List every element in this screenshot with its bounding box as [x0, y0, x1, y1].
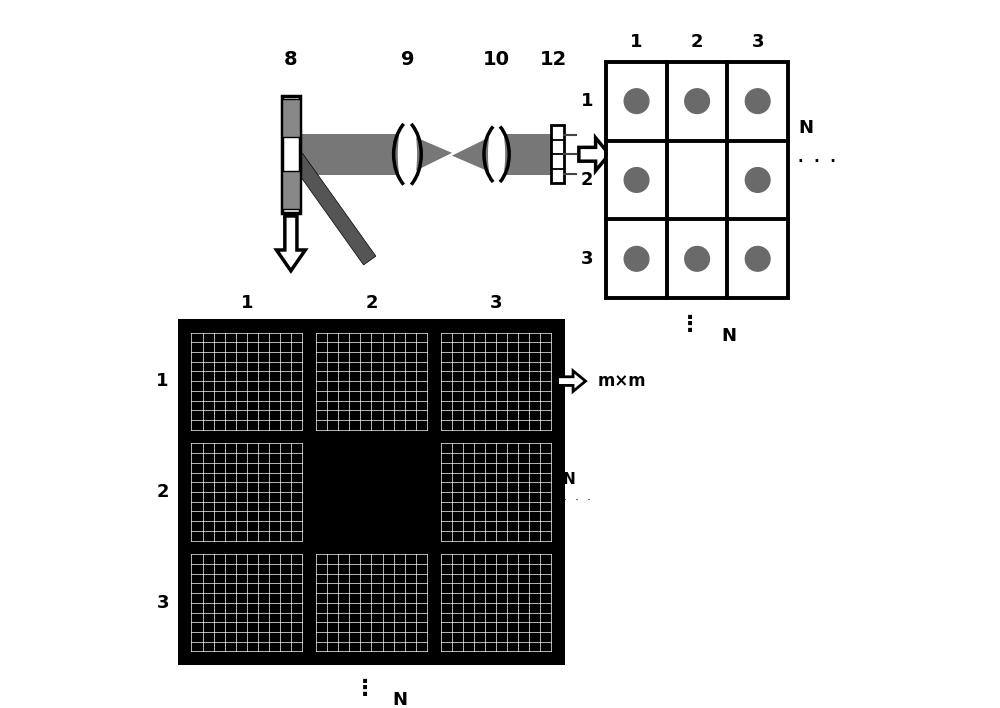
Text: 2: 2	[581, 171, 593, 189]
Text: 10: 10	[483, 50, 510, 69]
Bar	[441, 554, 551, 651]
Bar	[316, 554, 427, 651]
Text: 1: 1	[630, 33, 643, 52]
Text: ⋮: ⋮	[353, 679, 376, 699]
Bar	[282, 171, 300, 209]
Circle shape	[685, 88, 709, 113]
Text: N: N	[798, 119, 813, 137]
Bar	[282, 96, 300, 212]
Circle shape	[745, 88, 770, 113]
Text: N: N	[563, 472, 576, 487]
Text: m×m: m×m	[597, 372, 646, 390]
Bar	[316, 333, 427, 430]
Bar	[606, 62, 788, 298]
Ellipse shape	[488, 118, 505, 190]
Bar	[551, 125, 564, 183]
Text: 2: 2	[365, 294, 378, 312]
Circle shape	[624, 246, 649, 271]
Bar	[441, 333, 551, 430]
Text: 2: 2	[156, 483, 169, 501]
Circle shape	[745, 168, 770, 193]
Text: 3: 3	[156, 594, 169, 612]
Text: ·  ·  ·: · · ·	[798, 154, 836, 169]
Ellipse shape	[398, 115, 417, 194]
Polygon shape	[299, 134, 407, 175]
Text: 8: 8	[284, 50, 298, 69]
Text: N: N	[392, 691, 407, 708]
Circle shape	[745, 246, 770, 271]
Bar	[178, 319, 565, 665]
Polygon shape	[497, 134, 551, 175]
Text: 9: 9	[401, 50, 414, 69]
FancyArrow shape	[579, 138, 609, 171]
Bar	[191, 554, 302, 651]
Bar	[282, 99, 300, 137]
Text: ⋮: ⋮	[679, 315, 701, 336]
Text: ·  ·  ·: · · ·	[563, 493, 591, 507]
FancyArrow shape	[276, 216, 305, 271]
Text: 3: 3	[490, 294, 502, 312]
Polygon shape	[290, 154, 376, 265]
Text: 12: 12	[540, 50, 567, 69]
Bar	[441, 443, 551, 540]
Text: N: N	[721, 327, 736, 345]
Text: 2: 2	[691, 33, 703, 52]
Text: 3: 3	[751, 33, 764, 52]
Circle shape	[624, 168, 649, 193]
Circle shape	[624, 88, 649, 113]
Polygon shape	[452, 134, 497, 175]
Text: 3: 3	[581, 250, 593, 268]
Bar	[191, 333, 302, 430]
Text: 1: 1	[581, 92, 593, 110]
Bar	[191, 443, 302, 540]
FancyArrow shape	[558, 371, 586, 392]
Polygon shape	[351, 259, 372, 274]
Text: 1: 1	[156, 372, 169, 390]
Circle shape	[685, 246, 709, 271]
Bar	[436, 329, 556, 434]
Text: 1: 1	[241, 294, 253, 312]
Polygon shape	[407, 134, 452, 175]
